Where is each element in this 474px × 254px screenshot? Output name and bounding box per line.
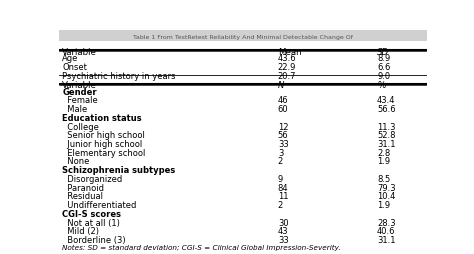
Text: 8.9: 8.9 [377,54,390,63]
Text: 22.9: 22.9 [278,63,296,72]
Text: Psychiatric history in years: Psychiatric history in years [62,72,176,81]
Text: 6.6: 6.6 [377,63,391,72]
Text: 9.0: 9.0 [377,72,390,81]
Text: 43.6: 43.6 [278,54,296,63]
Text: Education status: Education status [62,113,142,122]
Text: 60: 60 [278,105,289,114]
Text: 8.5: 8.5 [377,174,390,183]
Text: Female: Female [62,96,98,105]
Text: 79.3: 79.3 [377,183,396,192]
Text: 1.9: 1.9 [377,157,390,166]
Text: CGI-S scores: CGI-S scores [62,209,121,218]
Text: 3: 3 [278,148,283,157]
Text: 11: 11 [278,192,288,201]
Text: 84: 84 [278,183,289,192]
Text: 43: 43 [278,227,289,235]
Bar [59,30,427,42]
Text: College: College [62,122,99,131]
Text: 33: 33 [278,139,289,148]
Text: Onset: Onset [62,63,87,72]
Text: Notes: SD = standard deviation; CGI-S = Clinical Global Impression-Severity.: Notes: SD = standard deviation; CGI-S = … [62,244,341,250]
Text: Junior high school: Junior high school [62,139,143,148]
Text: Schizophrenia subtypes: Schizophrenia subtypes [62,166,175,174]
Text: 33: 33 [278,235,289,244]
Text: Residual: Residual [62,192,103,201]
Text: 2: 2 [278,157,283,166]
Text: Table 1 From TestRetest Reliability And Minimal Detectable Change Of: Table 1 From TestRetest Reliability And … [133,34,353,39]
Text: 12: 12 [278,122,288,131]
Text: 43.4: 43.4 [377,96,395,105]
Text: Gender: Gender [62,87,97,96]
Text: None: None [62,157,90,166]
Text: Senior high school: Senior high school [62,131,145,140]
Text: Variable: Variable [62,48,97,57]
Text: 2: 2 [278,200,283,209]
Text: N: N [278,81,284,90]
Text: Mild (2): Mild (2) [62,227,99,235]
Text: 40.6: 40.6 [377,227,395,235]
Text: 52.8: 52.8 [377,131,395,140]
Text: Not at all (1): Not at all (1) [62,218,120,227]
Text: 28.3: 28.3 [377,218,396,227]
Text: 30: 30 [278,218,289,227]
Text: 9: 9 [278,174,283,183]
Text: 56.6: 56.6 [377,105,396,114]
Text: 10.4: 10.4 [377,192,395,201]
Text: Variable: Variable [62,81,97,90]
Text: Disorganized: Disorganized [62,174,122,183]
Text: Borderline (3): Borderline (3) [62,235,126,244]
Text: 11.3: 11.3 [377,122,395,131]
Text: Paranoid: Paranoid [62,183,104,192]
Text: 31.1: 31.1 [377,139,395,148]
Text: SD: SD [377,48,389,57]
Text: Elementary school: Elementary school [62,148,146,157]
Text: 31.1: 31.1 [377,235,395,244]
Text: Mean: Mean [278,48,301,57]
Text: Undifferentiated: Undifferentiated [62,200,137,209]
Text: Male: Male [62,105,87,114]
Text: 2.8: 2.8 [377,148,390,157]
Text: 1.9: 1.9 [377,200,390,209]
Text: 46: 46 [278,96,289,105]
Text: 56: 56 [278,131,289,140]
Text: Age: Age [62,54,79,63]
Text: 20.7: 20.7 [278,72,296,81]
Text: %: % [377,81,385,90]
